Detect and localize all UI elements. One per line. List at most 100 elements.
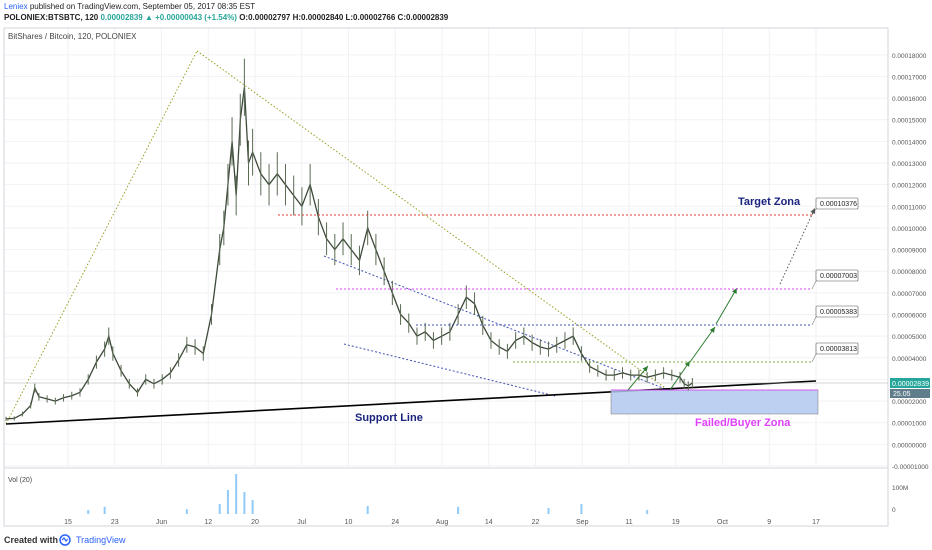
level-callout-label: 0.00003813 xyxy=(820,346,857,353)
level-callout-pointer xyxy=(811,208,817,216)
level-callout-pointer xyxy=(811,316,817,326)
failed-zone-label: Failed/Buyer Zona xyxy=(695,417,791,429)
level-callout-label: 0.00005383 xyxy=(820,309,857,316)
arrow-head xyxy=(732,288,737,294)
y-tick-label: 0.00018000 xyxy=(892,53,927,60)
arrow-head xyxy=(684,361,690,367)
x-tick-label: 23 xyxy=(111,519,119,526)
wedge-upper-line[interactable] xyxy=(323,255,669,391)
x-tick-label: Aug xyxy=(436,519,449,526)
volume-bar xyxy=(226,490,229,514)
y-tick-label: 0.00011000 xyxy=(892,204,926,211)
y-tick-label: 0.00009000 xyxy=(892,248,927,255)
volume-tick-label: 0 xyxy=(892,507,896,514)
publish-text: published on TradingView.com, September … xyxy=(29,2,256,11)
x-tick-label: Jun xyxy=(156,519,167,526)
volume-bar xyxy=(580,504,583,514)
level-callout-box[interactable] xyxy=(815,305,859,318)
x-tick-label: 24 xyxy=(391,519,399,526)
volume-bar xyxy=(646,510,649,514)
support-line-label: Support Line xyxy=(355,412,423,424)
volume-bar xyxy=(243,492,246,514)
symbol-info: POLONIEX:BTSBTC, 120 0.00002839 ▲ +0.000… xyxy=(4,13,448,22)
volume-bar xyxy=(103,506,106,514)
current-price-tag: 0.00002839 25.05 xyxy=(890,378,930,398)
last-price: 0.00002839 xyxy=(100,13,143,22)
trend-line-down[interactable] xyxy=(196,50,669,391)
y-tick-label: 0.00014000 xyxy=(892,139,927,146)
volume-bar xyxy=(457,506,460,514)
wedge-lower-line[interactable] xyxy=(343,343,556,397)
current-price-label: 0.00002839 xyxy=(892,381,929,388)
volume-bar xyxy=(366,506,369,514)
x-tick-label: Oct xyxy=(717,519,728,526)
pane-borders xyxy=(3,27,889,527)
support-line[interactable] xyxy=(5,380,817,425)
current-price-label-2: 25.05 xyxy=(893,391,911,398)
volume-pane: 100M 0 xyxy=(87,474,908,514)
symbol-text: POLONIEX:BTSBTC, 120 xyxy=(4,13,99,22)
drawings[interactable] xyxy=(4,50,888,425)
x-tick-label: 19 xyxy=(672,519,680,526)
footer: Created with TradingView xyxy=(0,530,932,550)
x-tick-label: 20 xyxy=(251,519,259,526)
level-callout-label: 0.00010376 xyxy=(820,201,857,208)
y-tick-label: 0.00015000 xyxy=(892,118,927,125)
projection-arrow[interactable] xyxy=(715,287,738,325)
annotations: Target Zona Support Line Failed/Buyer Zo… xyxy=(355,196,801,429)
y-tick-label: 0.00010000 xyxy=(892,226,927,233)
y-tick-label: 0.00005000 xyxy=(892,334,927,341)
created-with-text: Created with xyxy=(4,535,59,545)
x-tick-label: 12 xyxy=(204,519,212,526)
level-callout-pointer xyxy=(811,353,817,363)
arrow-head xyxy=(709,327,715,333)
y-tick-label: -0.00001000 xyxy=(892,464,929,471)
y-tick-label: 0.00016000 xyxy=(892,96,927,103)
level-callout-box[interactable] xyxy=(815,342,859,355)
level-callout-box[interactable] xyxy=(815,197,859,210)
y-tick-label: 0.00007000 xyxy=(892,291,927,298)
tradingview-logo-icon xyxy=(59,534,71,546)
volume-bar xyxy=(251,500,254,514)
y-tick-label: 0.00013000 xyxy=(892,161,927,168)
publish-info: Leniex published on TradingView.com, Sep… xyxy=(4,2,255,11)
chart-title: BitShares / Bitcoin, 120, POLONIEX xyxy=(8,32,137,41)
price-chart[interactable]: BitShares / Bitcoin, 120, POLONIEX 0.000… xyxy=(0,0,932,530)
level-callout-pointer xyxy=(811,280,817,290)
tradingview-brand-link[interactable]: TradingView xyxy=(76,535,126,545)
ohlc-values: O:0.00002797 H:0.00002840 L:0.00002766 C… xyxy=(239,13,449,22)
x-tick-label: 9 xyxy=(767,519,771,526)
y-tick-label: 0.00004000 xyxy=(892,356,927,363)
y-tick-label: 0.00017000 xyxy=(892,74,927,81)
y-tick-label: 0.00000000 xyxy=(892,442,927,449)
y-tick-label: 0.00006000 xyxy=(892,313,927,320)
x-tick-label: 10 xyxy=(345,519,353,526)
volume-tick-label: 100M xyxy=(892,485,908,492)
price-series xyxy=(5,58,693,421)
volume-bar xyxy=(547,508,550,514)
buyer-zone-box[interactable] xyxy=(610,389,819,415)
y-tick-label: 0.00002000 xyxy=(892,399,927,406)
x-tick-label: 15 xyxy=(64,519,72,526)
arrow-head xyxy=(642,366,648,372)
volume-bar xyxy=(185,509,188,514)
x-axis: 15 23 Jun 12 20 Jul 10 24 Aug 14 22 Sep 11 19 Oct 9 17 xyxy=(64,519,820,526)
x-tick-label: 14 xyxy=(485,519,493,526)
volume-bar xyxy=(218,504,221,514)
volume-label: Vol (20) xyxy=(8,477,32,484)
x-tick-label: 22 xyxy=(532,519,540,526)
x-tick-label: Sep xyxy=(576,519,589,526)
author-link[interactable]: Leniex xyxy=(4,2,28,11)
volume-bar xyxy=(87,510,90,514)
target-levels[interactable]: 0.00010376 0.00007003 0.00005383 0.00003813 xyxy=(278,197,859,363)
level-callout-label: 0.00007003 xyxy=(820,273,857,280)
x-tick-label: 17 xyxy=(812,519,820,526)
projection-arrow[interactable] xyxy=(689,326,716,363)
y-tick-label: 0.00012000 xyxy=(892,183,927,190)
chart-header: Leniex published on TradingView.com, Sep… xyxy=(0,0,932,26)
x-tick-label: 11 xyxy=(625,519,632,526)
price-change: ▲ +0.00000043 (+1.54%) xyxy=(144,13,237,22)
level-callout-box[interactable] xyxy=(815,269,859,282)
y-tick-label: 0.00001000 xyxy=(892,421,927,428)
y-tick-label: 0.00008000 xyxy=(892,269,927,276)
